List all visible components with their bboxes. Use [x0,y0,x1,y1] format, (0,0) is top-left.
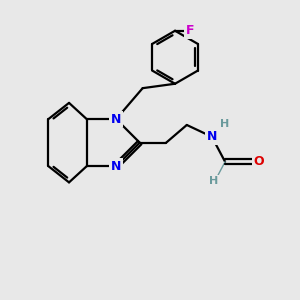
Text: F: F [185,24,194,37]
Text: N: N [111,160,121,173]
Text: N: N [111,112,121,126]
Text: N: N [207,130,217,143]
Text: H: H [209,176,218,186]
Text: O: O [254,155,264,168]
Text: H: H [220,119,229,129]
